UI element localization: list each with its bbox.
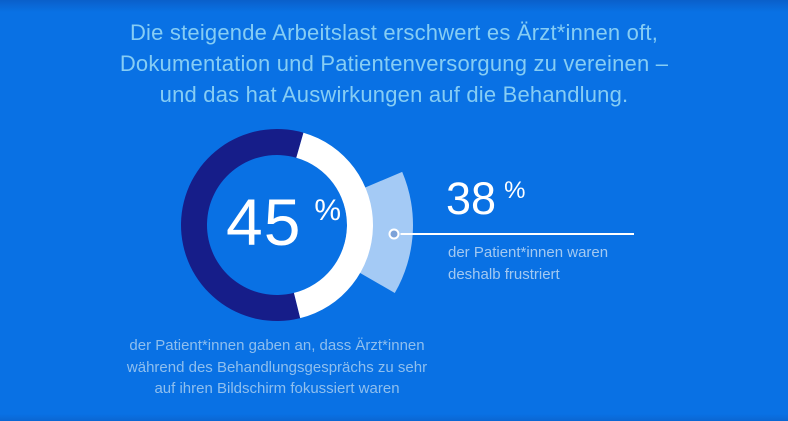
donut-caption-line-3: auf ihren Bildschirm fokussiert waren bbox=[154, 380, 400, 397]
callout-unit: % bbox=[504, 177, 526, 204]
callout-description-line-1: der Patient*innen waren bbox=[448, 244, 609, 261]
callout-value: 38 bbox=[446, 173, 497, 224]
callout-description: der Patient*innen waren deshalb frustrie… bbox=[448, 242, 608, 286]
headline-line-2: Dokumentation und Patientenversorgung zu… bbox=[119, 51, 669, 76]
donut-caption: der Patient*innen gaben an, dass Ärzt*in… bbox=[37, 335, 517, 400]
donut-center-value: 45 bbox=[226, 185, 302, 259]
callout-stat: 38% bbox=[446, 176, 525, 230]
donut-center-unit: % bbox=[314, 194, 342, 227]
headline: Die steigende Arbeitslast erschwert es Ä… bbox=[0, 17, 788, 110]
callout-marker-dot bbox=[388, 228, 400, 240]
donut-caption-line-1: der Patient*innen gaben an, dass Ärzt*in… bbox=[129, 337, 425, 354]
donut-caption-line-2: während des Behandlungsgesprächs zu sehr bbox=[126, 358, 428, 376]
highlight-wedge bbox=[337, 171, 414, 293]
donut-center-stat: 45% bbox=[226, 189, 342, 266]
callout-description-line-2: deshalb frustriert bbox=[448, 266, 560, 283]
headline-line-1: Die steigende Arbeitslast erschwert es Ä… bbox=[129, 20, 659, 45]
headline-line-3: und das hat Auswirkungen auf die Behandl… bbox=[159, 82, 629, 107]
donut-slice-value bbox=[293, 132, 373, 319]
donut-slice-remainder bbox=[180, 129, 304, 322]
